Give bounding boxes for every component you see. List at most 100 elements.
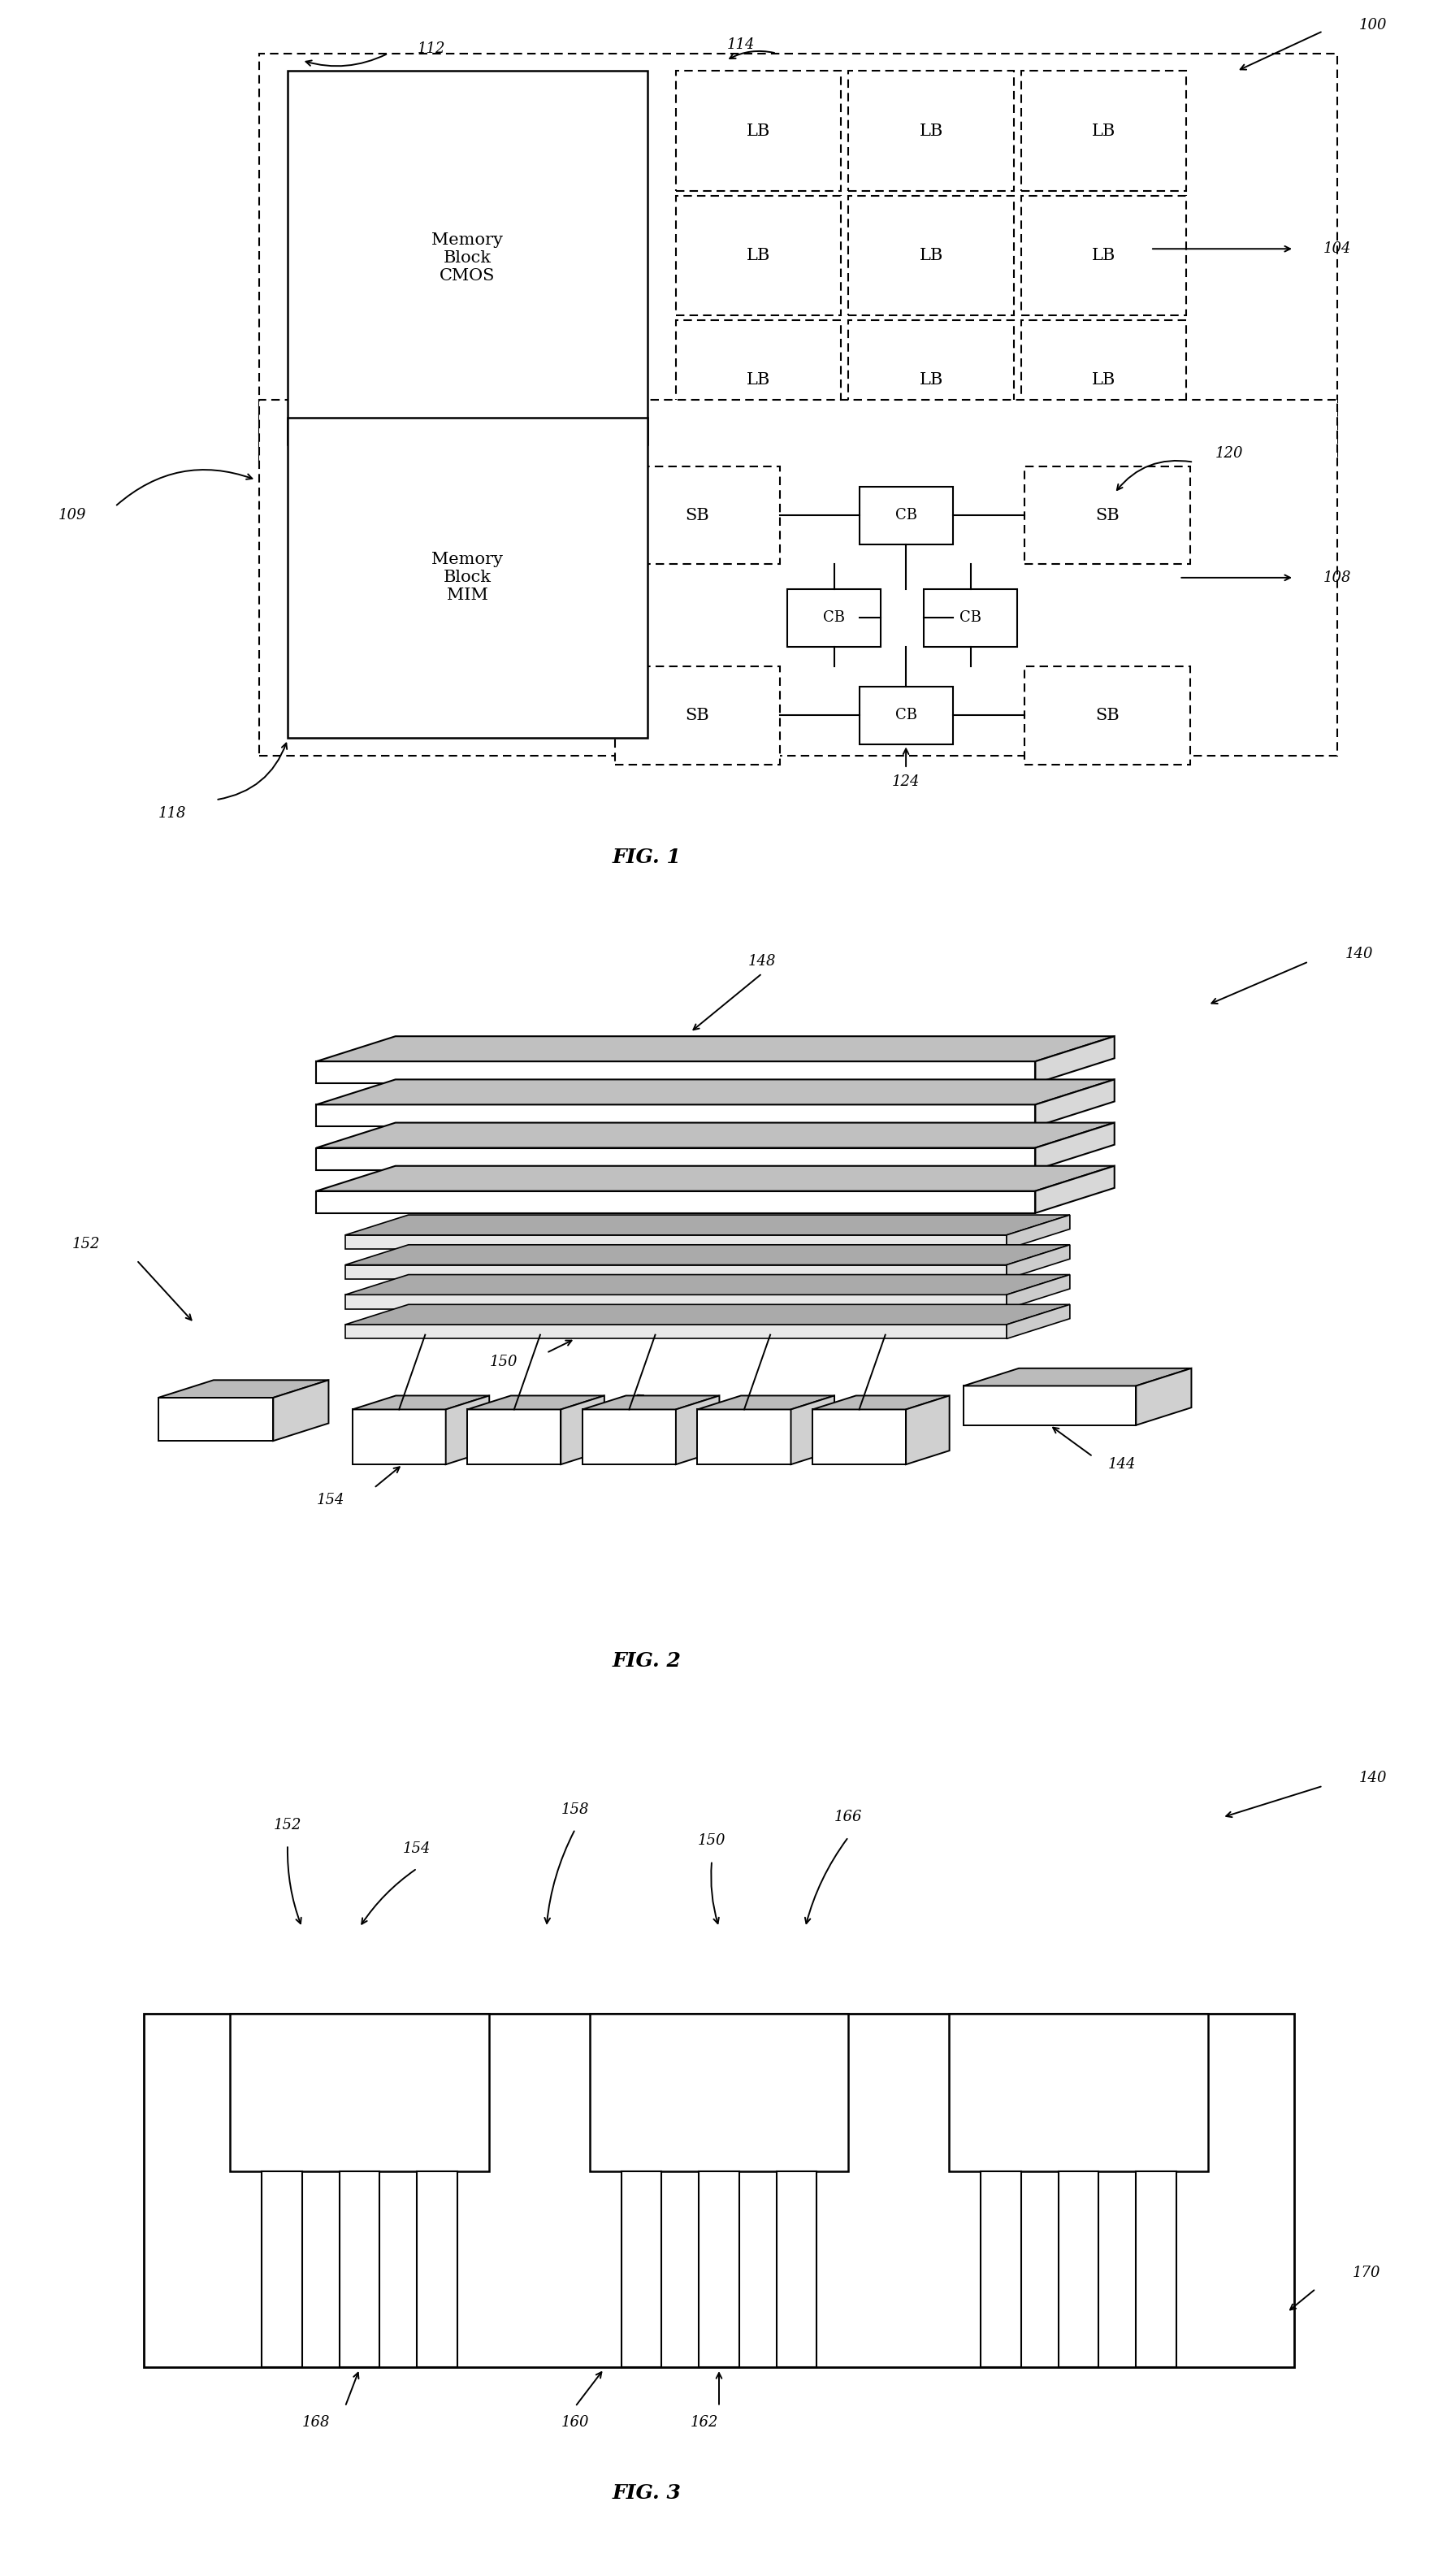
Text: LB: LB — [919, 247, 943, 263]
Polygon shape — [582, 1409, 676, 1463]
Bar — [1024, 466, 1191, 564]
Polygon shape — [352, 1409, 446, 1463]
Text: CB: CB — [894, 708, 917, 724]
Bar — [621, 2172, 661, 2367]
Bar — [1021, 319, 1186, 440]
Text: SB: SB — [686, 507, 709, 523]
Text: LB: LB — [746, 247, 771, 263]
Text: 144: 144 — [1107, 1458, 1136, 1471]
Polygon shape — [345, 1303, 1070, 1324]
Text: FIG. 2: FIG. 2 — [613, 1651, 682, 1672]
Bar — [923, 590, 1018, 647]
Text: SB: SB — [686, 708, 709, 724]
Bar — [676, 72, 841, 191]
Text: 152: 152 — [273, 1819, 302, 1832]
Polygon shape — [561, 1396, 604, 1463]
Polygon shape — [345, 1244, 1070, 1265]
Text: 150: 150 — [489, 1355, 518, 1370]
Bar — [288, 417, 647, 737]
Bar — [144, 2014, 1294, 2367]
Bar — [417, 2172, 457, 2367]
Polygon shape — [345, 1265, 1007, 1280]
Polygon shape — [1007, 1275, 1070, 1309]
Text: 109: 109 — [58, 507, 86, 523]
Text: 104: 104 — [1323, 242, 1352, 255]
Text: SB: SB — [1096, 507, 1119, 523]
Text: 162: 162 — [690, 2416, 719, 2429]
Polygon shape — [467, 1396, 604, 1409]
Polygon shape — [345, 1216, 1070, 1234]
Text: LB: LB — [746, 371, 771, 386]
Text: 140: 140 — [1345, 945, 1373, 961]
Text: 112: 112 — [417, 41, 446, 57]
Polygon shape — [316, 1123, 1114, 1149]
Polygon shape — [697, 1409, 791, 1463]
Text: Memory
Block
MIM: Memory Block MIM — [431, 551, 503, 603]
Bar — [848, 196, 1014, 314]
Bar — [981, 2172, 1021, 2367]
Polygon shape — [1007, 1303, 1070, 1340]
Polygon shape — [316, 1167, 1114, 1190]
Polygon shape — [345, 1296, 1007, 1309]
Text: LB: LB — [1091, 247, 1116, 263]
Polygon shape — [345, 1234, 1007, 1249]
Text: LB: LB — [919, 124, 943, 139]
Polygon shape — [316, 1079, 1114, 1105]
Bar — [1136, 2172, 1176, 2367]
Polygon shape — [352, 1396, 489, 1409]
Text: CB: CB — [959, 611, 982, 626]
Polygon shape — [316, 1105, 1035, 1126]
Polygon shape — [1035, 1167, 1114, 1213]
Polygon shape — [316, 1061, 1035, 1084]
Text: 154: 154 — [403, 1842, 431, 1857]
Polygon shape — [697, 1396, 834, 1409]
Polygon shape — [1136, 1368, 1191, 1425]
Bar — [788, 590, 880, 647]
Bar — [860, 487, 952, 544]
Text: FIG. 1: FIG. 1 — [613, 848, 682, 868]
Bar — [615, 667, 779, 765]
Polygon shape — [676, 1396, 719, 1463]
Polygon shape — [812, 1409, 906, 1463]
Polygon shape — [345, 1275, 1070, 1296]
Bar — [1021, 196, 1186, 314]
Polygon shape — [316, 1149, 1035, 1170]
Polygon shape — [467, 1409, 561, 1463]
Text: 124: 124 — [892, 775, 920, 788]
Text: LB: LB — [919, 371, 943, 386]
Bar — [259, 399, 1337, 755]
Text: 148: 148 — [748, 953, 777, 969]
Text: SB: SB — [1096, 708, 1119, 724]
Bar — [848, 72, 1014, 191]
Polygon shape — [963, 1386, 1136, 1425]
Text: 150: 150 — [697, 1834, 726, 1847]
Text: 158: 158 — [561, 1803, 590, 1816]
Bar — [259, 54, 1337, 461]
Bar — [1024, 667, 1191, 765]
Polygon shape — [791, 1396, 834, 1463]
Text: 160: 160 — [561, 2416, 590, 2429]
Polygon shape — [345, 1324, 1007, 1340]
Text: 140: 140 — [1359, 1770, 1388, 1785]
Polygon shape — [582, 1396, 719, 1409]
Polygon shape — [1035, 1079, 1114, 1126]
Text: CB: CB — [823, 611, 846, 626]
Bar — [777, 2172, 817, 2367]
Text: 152: 152 — [72, 1236, 101, 1252]
Bar — [339, 2172, 380, 2367]
Bar — [230, 2014, 489, 2172]
Text: 158: 158 — [590, 1406, 618, 1422]
Polygon shape — [1035, 1036, 1114, 1084]
Text: 166: 166 — [834, 1811, 863, 1824]
Text: 168: 168 — [302, 2416, 331, 2429]
Polygon shape — [316, 1190, 1035, 1213]
Bar — [1058, 2172, 1099, 2367]
Polygon shape — [963, 1368, 1191, 1386]
Bar — [949, 2014, 1208, 2172]
Bar — [590, 2014, 848, 2172]
Text: CB: CB — [894, 507, 917, 523]
Text: LB: LB — [746, 124, 771, 139]
Text: LB: LB — [1091, 124, 1116, 139]
Bar — [860, 688, 952, 744]
Polygon shape — [446, 1396, 489, 1463]
